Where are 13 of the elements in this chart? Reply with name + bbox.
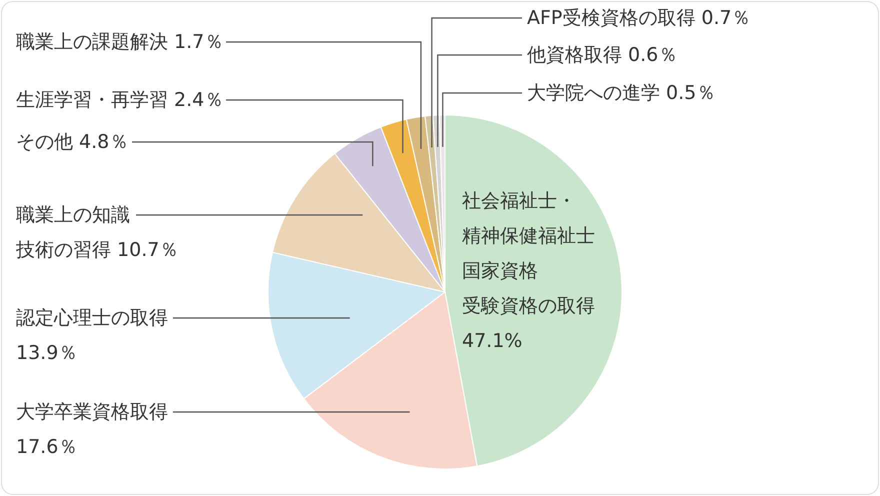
data-label: 17.6％ (16, 436, 78, 458)
slice-label: 大学卒業資格取得 (16, 401, 168, 423)
slice-label: 大学院への進学 0.5％ (527, 82, 716, 104)
slice-label: 認定心理士の取得 (16, 307, 168, 329)
slice-label: 職業上の課題解決 1.7％ (16, 31, 224, 53)
slice-label: 他資格取得 0.6％ (527, 44, 678, 66)
slice-label: その他 4.8％ (16, 131, 128, 153)
data-label: 13.9％ (16, 342, 78, 364)
slice-label: 社会福祉士・精神保健福祉士国家資格受験資格の取得 (462, 190, 595, 317)
slice-label: 生涯学習・再学習 2.4％ (16, 89, 224, 111)
data-label: 47.1% (462, 330, 522, 352)
slice-label: 職業上の知識技術の習得 10.7％ (15, 204, 178, 261)
slice-label: AFP受検資格の取得 0.7％ (527, 7, 751, 29)
